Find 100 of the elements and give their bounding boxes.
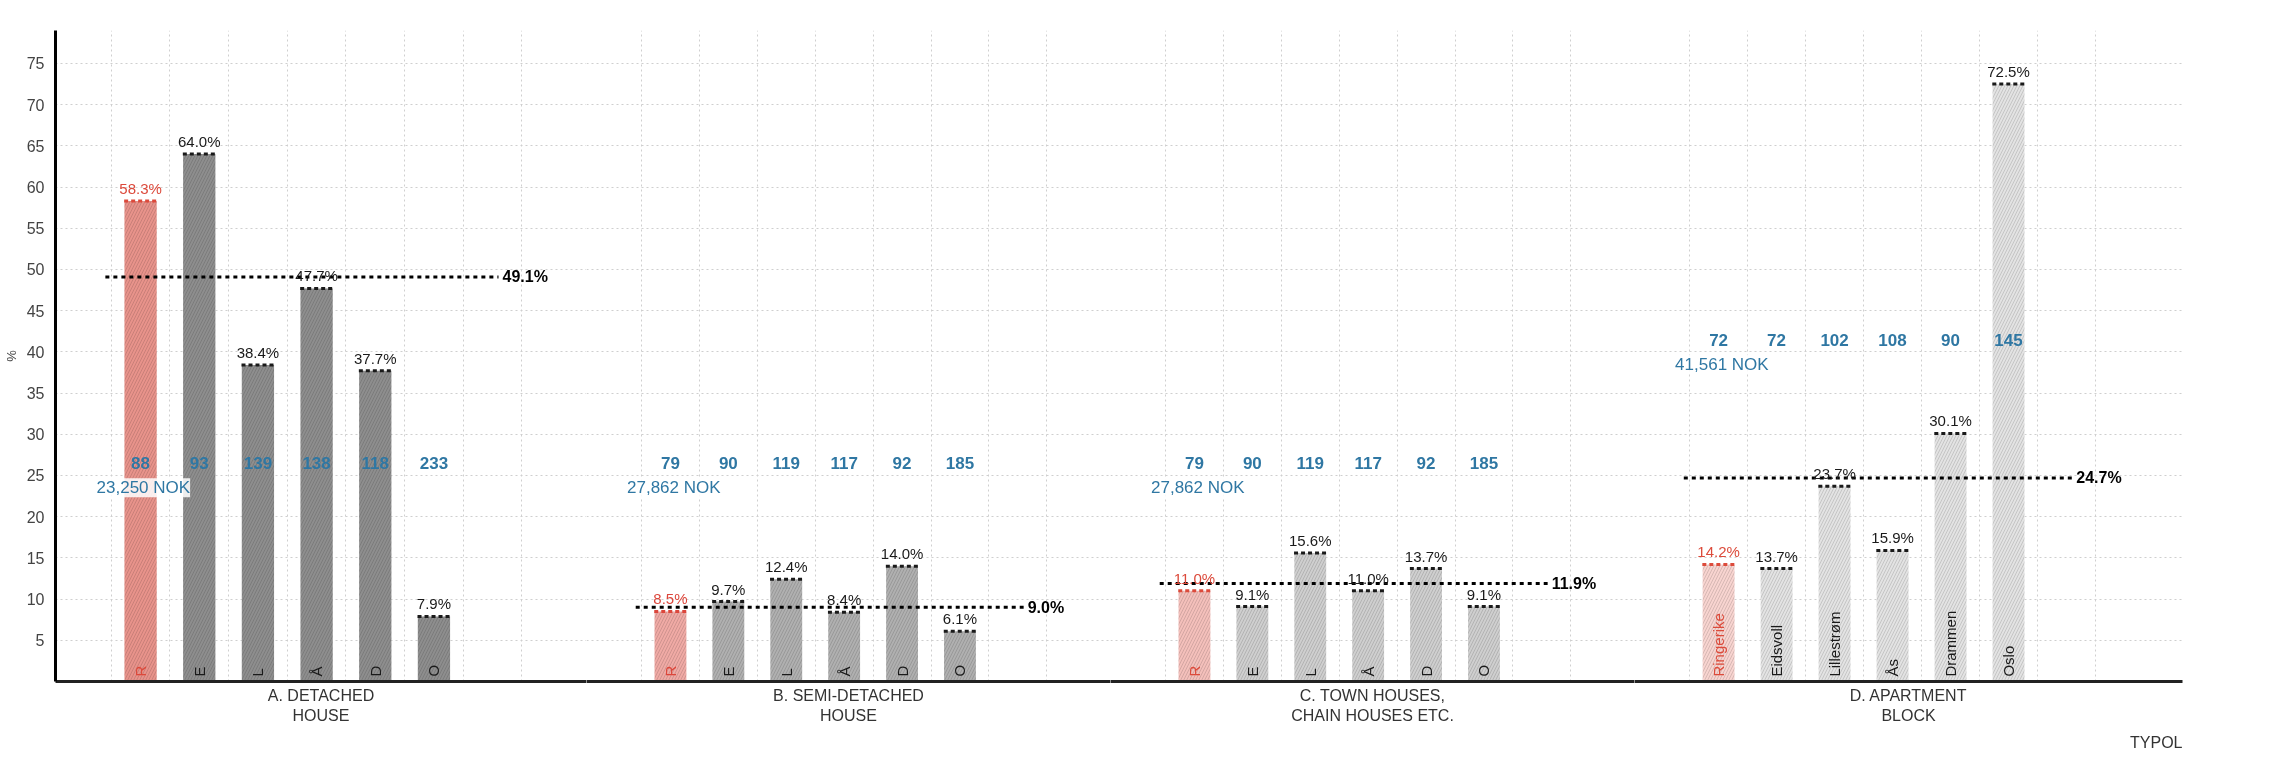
x-tick-label: O xyxy=(425,664,443,677)
y-tick-label: 45 xyxy=(26,302,45,320)
data-label: 8.5% xyxy=(653,590,688,608)
annotation: 41,561 NOK xyxy=(1675,354,1770,374)
x-tick-label: R xyxy=(1185,665,1203,677)
annotation: 27,862 NOK xyxy=(627,478,722,498)
y-axis-title: % xyxy=(3,349,19,362)
x-tick-label: D xyxy=(893,665,911,677)
data-label: 13.7% xyxy=(1755,547,1798,565)
x-axis-title: D. APARTMENT BLOCK xyxy=(1849,686,1967,724)
annotation: 90 xyxy=(1941,330,1961,350)
annotation: 138 xyxy=(302,454,331,474)
y-tick-label: 60 xyxy=(26,179,45,197)
annotation: 90 xyxy=(1242,454,1262,474)
data-label: 15.9% xyxy=(1871,529,1914,547)
y-tick-label: 70 xyxy=(26,96,45,114)
y-tick-label: 20 xyxy=(26,508,45,526)
y-tick-label: 40 xyxy=(26,343,45,361)
annotation: 117 xyxy=(830,454,858,474)
x-tick-label: O xyxy=(951,664,969,677)
x-tick-label: D xyxy=(366,665,384,677)
data-label: 12.4% xyxy=(764,558,808,576)
x-tick-label: R xyxy=(132,665,150,677)
y-tick-label: 5 xyxy=(35,632,45,650)
ref-line-label: 9.0% xyxy=(1027,598,1065,616)
data-label: 14.0% xyxy=(880,545,924,563)
data-label: 8.4% xyxy=(827,591,862,609)
annotation: 72 xyxy=(1709,330,1729,350)
y-tick-label: 75 xyxy=(26,55,45,73)
annotation: 119 xyxy=(1296,454,1324,474)
x-tick-label: Lillestrøm xyxy=(1826,611,1844,677)
annotation: 92 xyxy=(892,454,912,474)
x-tick-label: L xyxy=(249,668,267,677)
annotation: 233 xyxy=(419,454,449,474)
x-tick-label: Drammen xyxy=(1942,610,1960,677)
y-tick-label: 55 xyxy=(26,220,45,238)
x-tick-label: Å xyxy=(835,666,853,677)
annotation: 139 xyxy=(243,454,273,474)
annotation: 72 xyxy=(1767,330,1787,350)
annotation: 108 xyxy=(1878,330,1907,350)
ref-line-label: 24.7% xyxy=(2076,469,2122,487)
x-tick-label: L xyxy=(777,668,795,677)
data-label: 9.1% xyxy=(1466,585,1502,603)
data-label: 64.0% xyxy=(177,133,221,151)
y-tick-label: 50 xyxy=(26,261,45,279)
data-label: 23.7% xyxy=(1813,465,1856,483)
annotation: 185 xyxy=(1469,454,1499,474)
data-label: 30.1% xyxy=(1929,412,1972,430)
x-tick-label: R xyxy=(661,665,679,677)
annotation: 92 xyxy=(1416,454,1436,474)
x-tick-label: Å xyxy=(1359,666,1377,677)
data-label: 7.9% xyxy=(416,595,452,613)
x-tick-label: Ringerike xyxy=(1710,613,1728,677)
data-label: 72.5% xyxy=(1987,63,2030,81)
annotation: 88 xyxy=(131,454,151,474)
y-tick-label: 10 xyxy=(26,591,45,609)
x-tick-label: E xyxy=(1243,666,1261,677)
data-label: 11.0% xyxy=(1173,569,1216,587)
annotation: 79 xyxy=(1185,454,1204,474)
annotation: 79 xyxy=(661,454,680,474)
x-axis-title: C. TOWN HOUSES, CHAIN HOUSES ETC. xyxy=(1291,686,1454,724)
x-tick-label: O xyxy=(1475,664,1493,677)
annotation: 90 xyxy=(718,454,738,474)
y-tick-label: 15 xyxy=(26,549,45,567)
ref-line-label: 49.1% xyxy=(502,268,548,286)
annotation: 102 xyxy=(1820,330,1849,350)
x-tick-label: Oslo xyxy=(2000,645,2018,677)
x-axis-title: B. SEMI-DETACHED HOUSE xyxy=(773,686,924,724)
annotation: 185 xyxy=(945,454,975,474)
annotation: 117 xyxy=(1354,454,1382,474)
data-label: 47.7% xyxy=(295,267,338,285)
data-label: 9.1% xyxy=(1235,585,1270,603)
annotation: 23,250 NOK xyxy=(96,478,191,498)
data-label: 58.3% xyxy=(119,180,162,198)
data-label: 38.4% xyxy=(236,344,280,362)
data-label: 14.2% xyxy=(1697,543,1740,561)
data-label: 37.7% xyxy=(354,349,397,367)
x-tick-label: Ås xyxy=(1884,659,1902,677)
data-label: 9.7% xyxy=(711,580,746,598)
annotation: 118 xyxy=(361,454,389,474)
x-tick-label: Å xyxy=(308,666,326,677)
x-tick-label: E xyxy=(719,666,737,677)
y-tick-label: 25 xyxy=(26,467,45,485)
annotation: 145 xyxy=(1994,330,2023,350)
data-label: 13.7% xyxy=(1404,547,1448,565)
y-tick-label: 35 xyxy=(26,385,45,403)
x-axis-title: A. DETACHED HOUSE xyxy=(267,686,375,724)
x-tick-label: Eidsvoll xyxy=(1768,624,1786,677)
annotation: 93 xyxy=(189,454,209,474)
text: TYPOL xyxy=(2130,733,2183,751)
y-tick-label: 65 xyxy=(26,137,45,155)
ref-line-label: 11.9% xyxy=(1551,574,1597,592)
x-tick-label: L xyxy=(1301,668,1319,677)
data-label: 6.1% xyxy=(942,610,978,628)
data-label: 11.0% xyxy=(1347,569,1389,587)
x-tick-label: D xyxy=(1417,665,1435,677)
x-tick-label: E xyxy=(190,666,208,677)
data-label: 15.6% xyxy=(1288,531,1332,549)
annotation: 27,862 NOK xyxy=(1151,478,1246,498)
y-tick-label: 30 xyxy=(26,426,45,444)
